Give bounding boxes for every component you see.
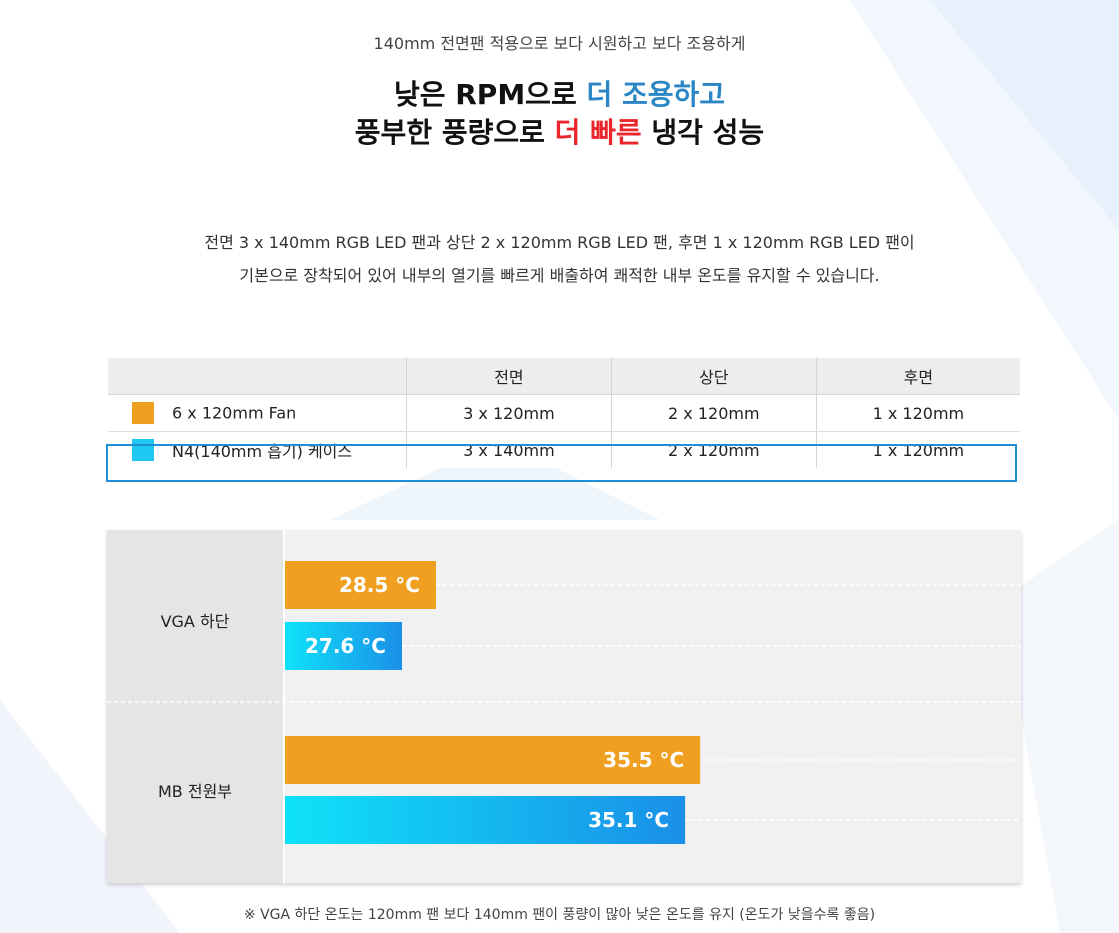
legend-swatch-orange (132, 402, 154, 424)
legend-label: 6 x 120mm Fan (172, 403, 297, 423)
subtitle: 140mm 전면팬 적용으로 보다 시원하고 보다 조용하게 (373, 34, 746, 53)
footnote: ※ VGA 하단 온도는 120mm 팬 보다 140mm 팬이 풍량이 많아 … (243, 907, 876, 923)
bar-value-label: 35.5 °C (603, 748, 684, 772)
bar (285, 736, 701, 784)
temperature-bar-chart: 28.5 °C 35.5 °C 27.6 °C 35.1 °C (107, 561, 1021, 844)
legend-label: N4(140mm 흡기) 케이스 (172, 442, 353, 461)
bar (285, 622, 403, 670)
headline-line-2: 풍부한 풍량으로 더 빠른 냉각 성능 (0, 114, 1119, 152)
table-header-cell (108, 358, 407, 395)
table-header-cell: 상단 (610, 358, 817, 395)
bar-value-label: 35.1 °C (588, 808, 669, 832)
headline-text: 냉각 성능 (641, 116, 765, 149)
headline-highlight-fast: 더 빠른 (554, 116, 642, 149)
category-label: MB 전원부 (157, 782, 233, 801)
highlight-row-border (106, 444, 1017, 482)
headline-text: 낮은 RPM으로 (393, 78, 587, 111)
description-line-1: 전면 3 x 140mm RGB LED 팬과 상단 2 x 120mm RGB… (204, 233, 915, 252)
table-row-label: N4(140mm 흡기) 케이스 (108, 431, 407, 468)
table-cell: 3 x 140mm (406, 431, 612, 468)
table-cell: 1 x 120mm (815, 431, 1020, 468)
table-cell: 3 x 120mm (406, 394, 612, 432)
table-row: N4(140mm 흡기) 케이스 3 x 140mm 2 x 120mm 1 x… (108, 431, 1020, 468)
description-line-2: 기본으로 장착되어 있어 내부의 열기를 빠르게 배출하여 쾌적한 내부 온도를… (239, 266, 880, 285)
headline-highlight-quiet: 더 조용하고 (586, 78, 726, 111)
bar (285, 796, 686, 844)
headline: 낮은 RPM으로 더 조용하고 풍부한 풍량으로 더 빠른 냉각 성능 (0, 76, 1119, 152)
table-header-row: 전면 상단 후면 (108, 358, 1020, 395)
table-header-cell: 후면 (815, 358, 1020, 395)
chart-axis-line (283, 530, 285, 883)
category-label: VGA 하단 (160, 612, 230, 631)
table-row-label: 6 x 120mm Fan (108, 394, 407, 432)
bar-value-label: 27.6 °C (305, 634, 386, 658)
chart-category-column (107, 530, 283, 883)
table-cell: 1 x 120mm (815, 394, 1020, 432)
headline-line-1: 낮은 RPM으로 더 조용하고 (0, 76, 1119, 114)
fan-config-table: 전면 상단 후면 6 x 120mm Fan 3 x 120mm 2 x 120… (108, 358, 1020, 468)
table-header-cell: 전면 (406, 358, 612, 395)
table-cell: 2 x 120mm (610, 394, 817, 432)
bar (285, 561, 436, 609)
headline-text: 풍부한 풍량으로 (354, 116, 555, 149)
description: 전면 3 x 140mm RGB LED 팬과 상단 2 x 120mm RGB… (0, 226, 1119, 292)
bar-value-label: 28.5 °C (339, 573, 420, 597)
table-row: 6 x 120mm Fan 3 x 120mm 2 x 120mm 1 x 12… (108, 394, 1020, 432)
